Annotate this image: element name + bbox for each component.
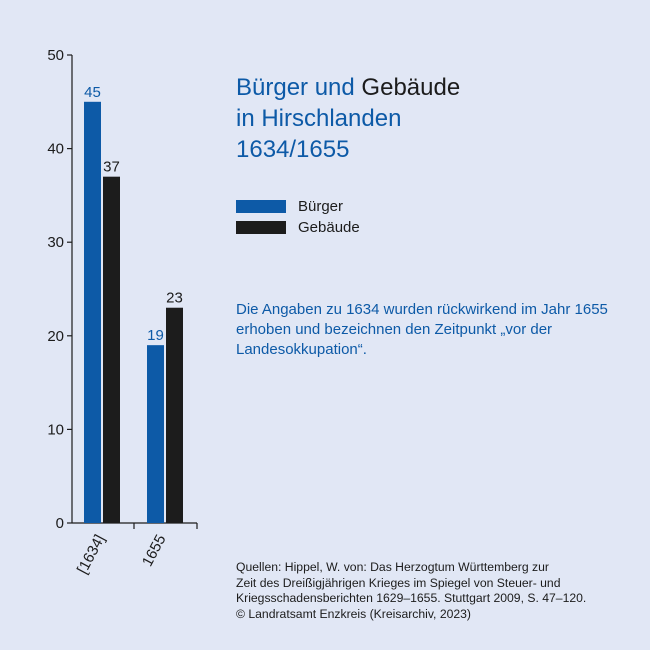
y-tick-label: 20 (47, 328, 64, 345)
x-category-label: [1634] (74, 532, 109, 577)
bar-gebaeude (166, 307, 183, 523)
legend: Bürger Gebäude (236, 196, 360, 238)
legend-item-gebaeude: Gebäude (236, 217, 360, 238)
title-line-3: 1634/1655 (236, 136, 350, 163)
y-tick-label: 30 (47, 234, 64, 251)
data-label: 37 (103, 159, 120, 176)
data-label: 45 (84, 84, 101, 101)
annotation-note: Die Angaben zu 1634 wurden rückwirkend i… (236, 301, 608, 358)
chart-title: Bürger und Gebäude in Hirschlanden 1634/… (236, 72, 460, 165)
data-label: 19 (147, 327, 164, 344)
title-line-2: in Hirschlanden (236, 105, 402, 132)
sources-line: Kriegsschadensberichten 1629–1655. Stutt… (236, 591, 587, 605)
y-tick-label: 50 (47, 47, 64, 64)
y-tick-label: 10 (47, 421, 64, 438)
x-category-label: 1655 (139, 532, 170, 569)
bar-gebaeude (103, 176, 120, 523)
sources-line: Zeit des Dreißigjährigen Krieges im Spie… (236, 575, 561, 590)
data-label: 23 (166, 290, 183, 307)
title-part-gebaeude: Gebäude (361, 74, 461, 101)
sources-line: © Landratsamt Enzkreis (Kreisarchiv, 202… (236, 606, 471, 621)
legend-label-buerger: Bürger (298, 198, 344, 215)
bar-buerger (84, 101, 101, 524)
title-part-buerger: Bürger und (236, 74, 362, 101)
y-tick-label: 0 (56, 515, 64, 532)
sources-line: Quellen: Hippel, W. von: Das Herzogtum W… (236, 560, 549, 574)
legend-swatch-buerger (236, 200, 286, 213)
legend-item-buerger: Bürger (236, 196, 360, 217)
sources-text: Quellen: Hippel, W. von: Das Herzogtum W… (236, 560, 636, 622)
y-tick-label: 40 (47, 141, 64, 158)
bar-buerger (147, 345, 164, 523)
legend-swatch-gebaeude (236, 221, 286, 234)
legend-label-gebaeude: Gebäude (298, 219, 360, 236)
